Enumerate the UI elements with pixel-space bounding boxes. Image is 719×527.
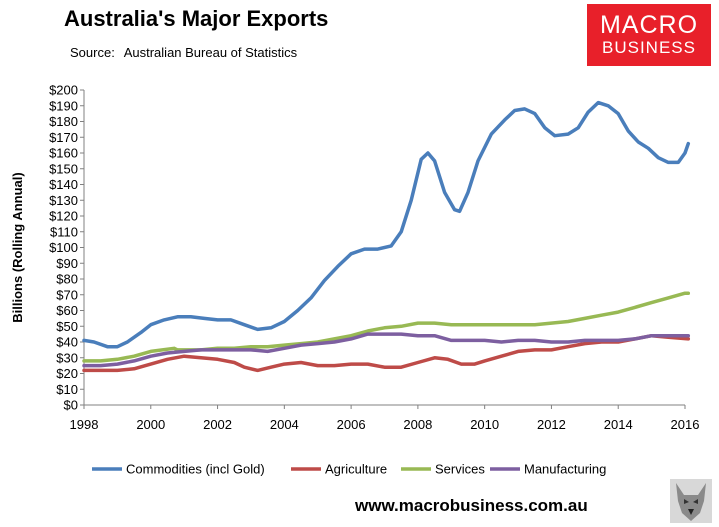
x-tick-label: 2012 (537, 417, 566, 432)
legend-label-4: Manufacturing (524, 462, 606, 477)
x-tick-label: 2016 (671, 417, 700, 432)
y-tick-label: $20 (56, 366, 78, 381)
y-tick-label: $190 (49, 98, 78, 113)
y-tick-label: $180 (49, 114, 78, 129)
y-tick-label: $160 (49, 146, 78, 161)
x-tick-label: 2002 (203, 417, 232, 432)
y-axis-label: Billions (Rolling Annual) (10, 172, 25, 322)
y-tick-label: $30 (56, 350, 78, 365)
series-line-2 (82, 333, 691, 373)
y-tick-label: $120 (49, 209, 78, 224)
y-tick-label: $60 (56, 303, 78, 318)
logo-line-1: MACRO (599, 11, 699, 39)
website-url[interactable]: www.macrobusiness.com.au (355, 496, 588, 515)
y-tick-label: $100 (49, 240, 78, 255)
x-tick-label: 2010 (470, 417, 499, 432)
y-tick-label: $130 (49, 193, 78, 208)
chart-title: Australia's Major Exports (64, 6, 329, 31)
x-tick-label: 2008 (403, 417, 432, 432)
y-tick-label: $0 (64, 398, 78, 413)
y-tick-label: $10 (56, 382, 78, 397)
wolf-logo-icon (670, 479, 712, 523)
y-tick-label: $110 (50, 224, 78, 239)
series-line-1 (82, 100, 691, 349)
legend-label-1: Commodities (incl Gold) (126, 462, 265, 477)
y-tick-label: $170 (49, 130, 78, 145)
x-tick-label: 2014 (604, 417, 633, 432)
logo-line-2: BUSINESS (602, 38, 696, 57)
source-line: Source: Australian Bureau of Statistics (70, 45, 297, 60)
x-tick-label: 1998 (70, 417, 99, 432)
legend-label-3: Services (435, 462, 485, 477)
y-tick-label: $200 (49, 83, 78, 98)
y-tick-label: $140 (49, 177, 78, 192)
y-tick-label: $150 (49, 161, 78, 176)
legend-label-2: Agriculture (325, 462, 387, 477)
x-tick-label: 2004 (270, 417, 299, 432)
macrobusiness-logo: MACRO BUSINESS (587, 4, 711, 66)
y-tick-label: $40 (56, 335, 78, 350)
y-tick-label: $70 (56, 287, 78, 302)
source-label: Source: (70, 45, 115, 60)
series-line-4 (82, 332, 691, 368)
x-tick-label: 2006 (337, 417, 366, 432)
y-tick-label: $50 (56, 319, 78, 334)
series-line-3 (82, 291, 691, 363)
y-tick-label: $90 (56, 256, 78, 271)
source-text: Australian Bureau of Statistics (123, 45, 298, 60)
y-tick-label: $80 (56, 272, 78, 287)
x-tick-label: 2000 (136, 417, 165, 432)
